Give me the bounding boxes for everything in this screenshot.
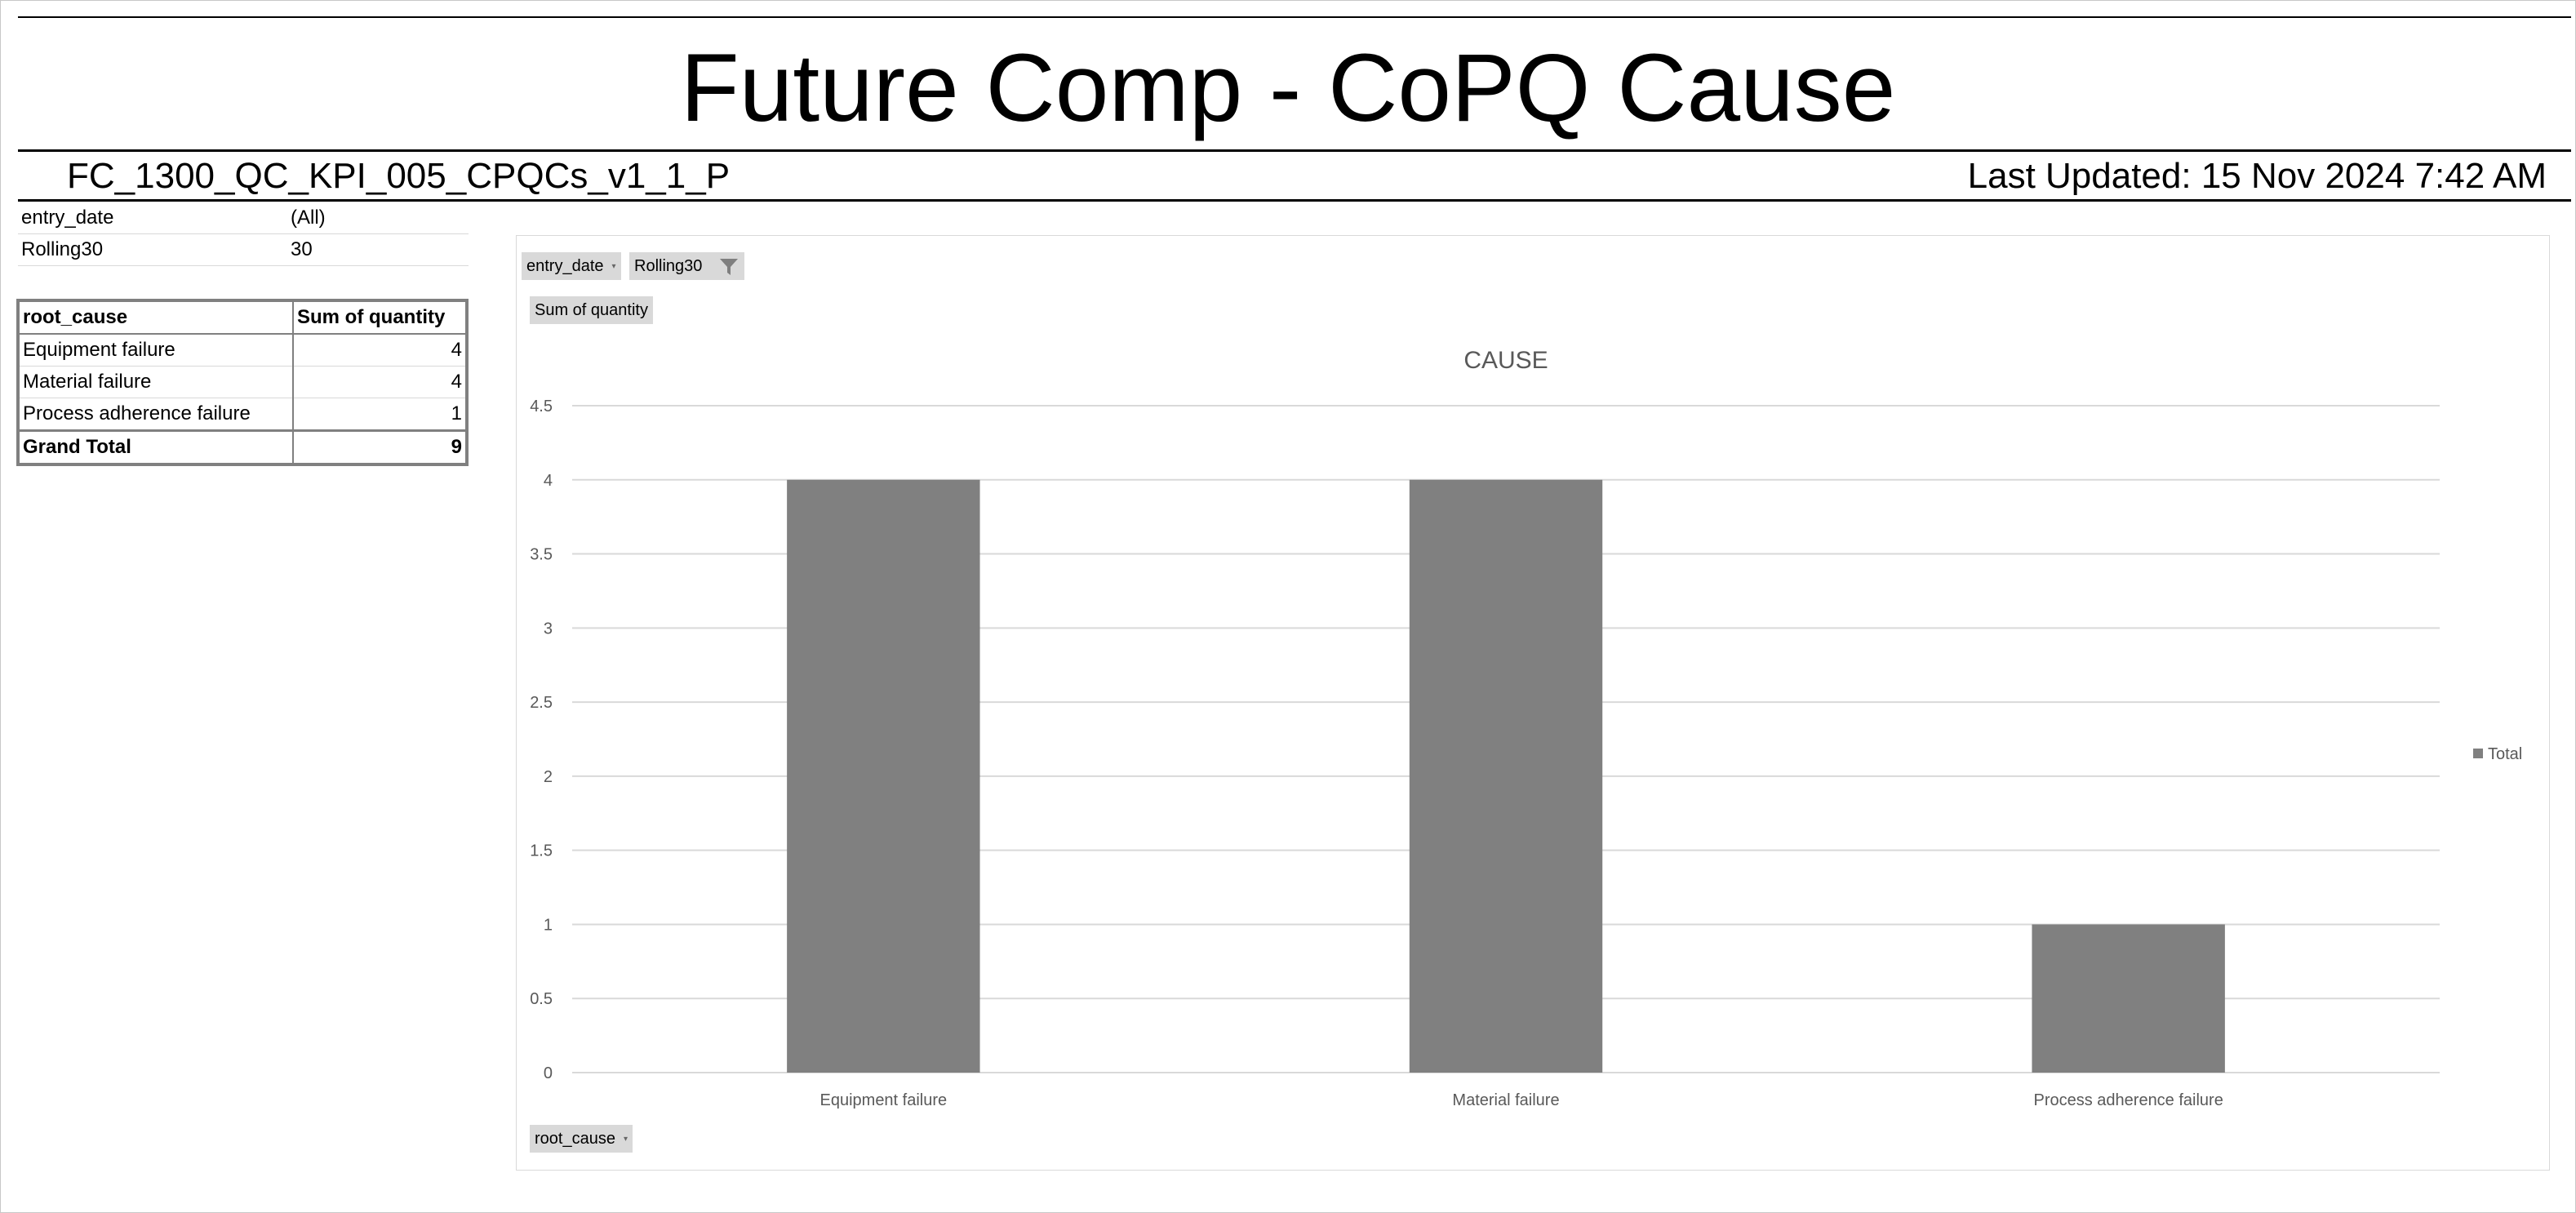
grand-total-value: 9	[292, 429, 469, 466]
legend-swatch	[2473, 749, 2483, 758]
table-row: Material failure 4	[16, 366, 469, 398]
report-id: FC_1300_QC_KPI_005_CPQCs_v1_1_P	[67, 156, 731, 196]
chart-title: CAUSE	[1463, 347, 1548, 374]
y-tick-label: 0	[544, 1064, 553, 1082]
x-tick-label: Material failure	[1452, 1091, 1559, 1109]
subheader-rule	[18, 199, 2571, 202]
y-tick-label: 0.5	[530, 990, 553, 1008]
grand-total-row: Grand Total 9	[16, 429, 469, 466]
sum-of-quantity-label: Sum of quantity	[535, 301, 648, 319]
chevron-down-icon: ▾	[611, 261, 616, 271]
root-cause-field-button[interactable]: root_cause ▾	[530, 1125, 633, 1153]
y-tick-label: 2.5	[530, 694, 553, 712]
page-title: Future Comp - CoPQ Cause	[680, 34, 1896, 142]
legend-label: Total	[2488, 745, 2522, 763]
table-row: Equipment failure 4	[16, 334, 469, 367]
filter-row[interactable]: Rolling30 30	[18, 233, 469, 266]
row-value: 4	[292, 334, 469, 367]
entry-date-field-label: entry_date	[526, 257, 604, 275]
x-tick-label: Equipment failure	[820, 1091, 948, 1109]
filter-name: Rolling30	[18, 233, 287, 266]
funnel-icon	[719, 258, 738, 275]
bar	[1409, 479, 1603, 1073]
filter-table: entry_date (All) Rolling30 30	[18, 202, 469, 266]
pivot-table: root_cause Sum of quantity Equipment fai…	[16, 299, 469, 466]
y-tick-label: 4.5	[530, 398, 553, 415]
y-tick-label: 1	[544, 916, 553, 934]
row-label: Equipment failure	[16, 334, 293, 367]
pivot-header-root-cause[interactable]: root_cause	[16, 299, 293, 335]
row-label: Material failure	[16, 366, 293, 398]
chevron-down-icon: ▾	[623, 1134, 628, 1144]
y-tick-label: 1.5	[530, 842, 553, 860]
bar	[2032, 924, 2225, 1073]
sum-of-quantity-field-button[interactable]: Sum of quantity	[530, 296, 653, 324]
filter-value[interactable]: (All)	[287, 202, 462, 234]
filter-row[interactable]: entry_date (All)	[18, 202, 469, 234]
filter-name: entry_date	[18, 202, 287, 234]
row-value: 4	[292, 366, 469, 398]
entry-date-field-button[interactable]: entry_date ▾	[522, 252, 621, 280]
pivot-header-row: root_cause Sum of quantity	[16, 299, 469, 335]
chart-area[interactable]: CAUSE 0 0.5 1 1.5 2 2.5 3 3.5 4 4.5 Equipment failu…	[516, 235, 2550, 1171]
rolling30-field-label: Rolling30	[634, 257, 703, 275]
x-tick-label: Process adherence failure	[2033, 1091, 2223, 1109]
table-row: Process adherence failure 1	[16, 398, 469, 431]
grand-total-label: Grand Total	[16, 429, 293, 466]
rolling30-field-button[interactable]: Rolling30	[629, 252, 744, 280]
y-tick-label: 4	[544, 472, 553, 490]
last-updated: Last Updated: 15 Nov 2024 7:42 AM	[1967, 156, 2547, 196]
y-tick-label: 2	[544, 768, 553, 786]
title-rule	[18, 149, 2571, 152]
pivot-header-sum[interactable]: Sum of quantity	[292, 299, 469, 335]
y-tick-label: 3.5	[530, 546, 553, 564]
row-label: Process adherence failure	[16, 398, 293, 431]
filter-value[interactable]: 30	[287, 233, 462, 266]
row-value: 1	[292, 398, 469, 431]
root-cause-field-label: root_cause	[535, 1130, 615, 1148]
y-tick-label: 3	[544, 620, 553, 638]
bar-chart: CAUSE 0 0.5 1 1.5 2 2.5 3 3.5 4 4.5 Equipment failu…	[530, 347, 2522, 1109]
bar	[787, 479, 980, 1073]
top-rule	[18, 16, 2571, 18]
